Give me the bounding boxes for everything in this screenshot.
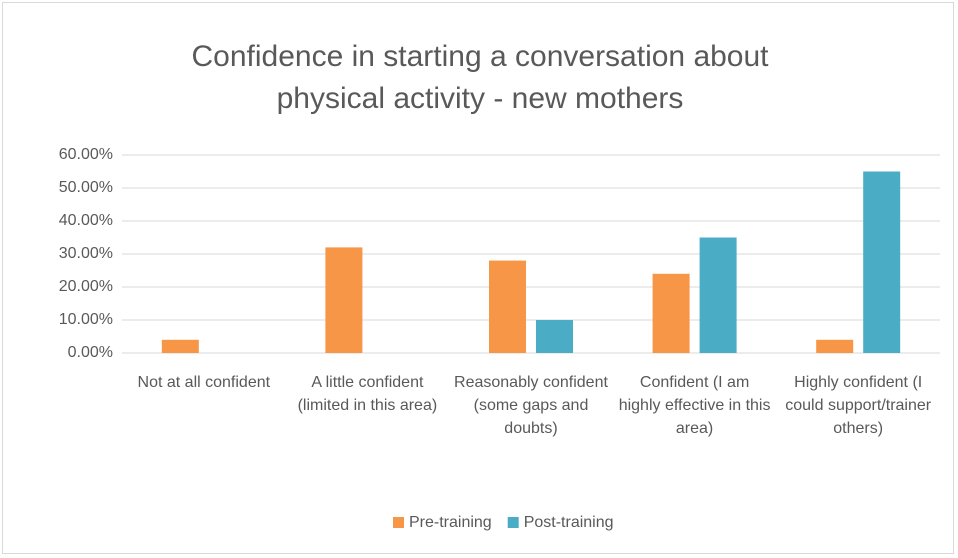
- x-tick-label: Confident (I am highly effective in this…: [618, 374, 771, 437]
- legend-label: Pre-training: [409, 514, 492, 531]
- bar: [161, 339, 199, 353]
- y-tick-label: 40.00%: [59, 212, 113, 229]
- bar: [536, 320, 573, 353]
- bar: [489, 260, 526, 353]
- bar: [816, 339, 854, 353]
- x-tick-label: A little confident (limited in this area…: [297, 374, 438, 414]
- bar: [699, 237, 737, 353]
- y-tick-label: 20.00%: [59, 278, 113, 295]
- y-tick-label: 50.00%: [59, 179, 113, 196]
- legend-label: Post-training: [524, 514, 614, 531]
- x-tick-label: Not at all confident: [137, 374, 271, 391]
- y-tick-label: 30.00%: [59, 245, 113, 262]
- x-tick-label: Reasonably confident (some gaps and doub…: [454, 374, 608, 437]
- bar: [863, 171, 901, 353]
- legend-swatch: [507, 517, 519, 528]
- x-tick-label: Highly confident (I could support/traine…: [785, 374, 932, 437]
- y-tick-label: 60.00%: [59, 146, 113, 163]
- bar: [652, 273, 690, 353]
- y-tick-label: 0.00%: [68, 344, 113, 361]
- chart-title: Confidence in starting a conversation ab…: [191, 40, 769, 115]
- legend-swatch: [393, 517, 404, 528]
- y-tick-label: 10.00%: [59, 311, 113, 328]
- bar: [325, 247, 363, 353]
